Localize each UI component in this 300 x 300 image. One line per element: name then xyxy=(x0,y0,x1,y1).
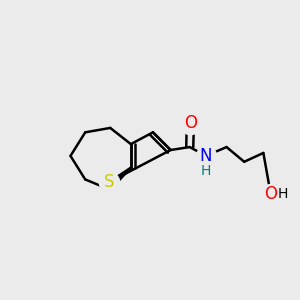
Text: O: O xyxy=(264,185,277,203)
Text: N: N xyxy=(200,147,212,165)
Text: H: H xyxy=(277,187,288,201)
Text: O: O xyxy=(184,115,197,133)
Text: S: S xyxy=(103,173,114,191)
Text: H: H xyxy=(201,164,211,178)
